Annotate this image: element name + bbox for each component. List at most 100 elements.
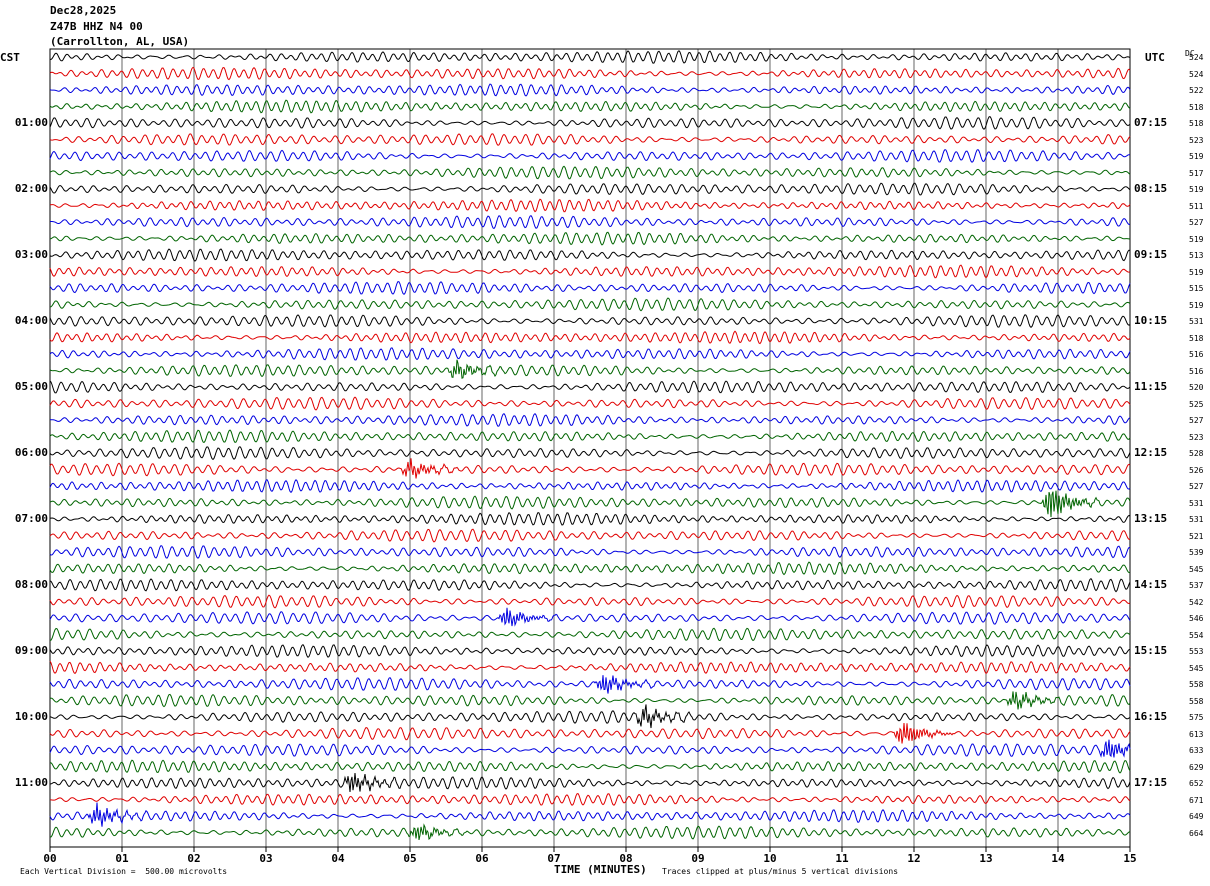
dc-offset-label: 537 bbox=[1189, 581, 1204, 590]
trace-row-26 bbox=[49, 458, 1131, 479]
right-hour-label: 10:15 bbox=[1134, 314, 1168, 327]
trace-row-18 bbox=[49, 330, 1131, 345]
trace-row-5 bbox=[49, 116, 1131, 130]
dc-offset-label: 542 bbox=[1189, 597, 1204, 607]
x-tick-label-09: 09 bbox=[691, 852, 705, 865]
trace-row-44 bbox=[49, 759, 1131, 774]
trace-row-21 bbox=[49, 380, 1131, 394]
trace-row-13 bbox=[49, 248, 1131, 262]
left-hour-label: 07:00 bbox=[14, 512, 48, 525]
dc-offset-label: 664 bbox=[1189, 828, 1204, 838]
dc-offset-label: 531 bbox=[1189, 317, 1204, 326]
trace-row-1 bbox=[49, 50, 1131, 64]
left-hour-label: 08:00 bbox=[14, 578, 48, 591]
left-timezone: CST bbox=[0, 51, 20, 64]
x-tick-label-11: 11 bbox=[835, 852, 849, 865]
trace-row-11 bbox=[49, 215, 1131, 230]
trace-row-27 bbox=[49, 479, 1131, 494]
x-tick-label-08: 08 bbox=[619, 852, 633, 865]
dc-offset-label: 516 bbox=[1189, 366, 1204, 376]
trace-row-36 bbox=[49, 627, 1131, 642]
left-hour-label: 10:00 bbox=[14, 710, 48, 723]
trace-row-4 bbox=[49, 99, 1131, 114]
right-hour-label: 07:15 bbox=[1134, 116, 1168, 129]
left-hour-label: 09:00 bbox=[14, 644, 48, 657]
left-hour-label: 04:00 bbox=[14, 314, 48, 327]
trace-row-42 bbox=[49, 722, 1131, 744]
dc-offset-label: 531 bbox=[1189, 515, 1204, 524]
x-tick-label-07: 07 bbox=[547, 852, 561, 865]
dc-offset-label: 519 bbox=[1189, 185, 1204, 194]
dc-offset-label: 519 bbox=[1189, 234, 1204, 244]
left-hour-label: 05:00 bbox=[14, 380, 48, 393]
trace-row-15 bbox=[49, 281, 1131, 295]
dc-offset-label: 519 bbox=[1189, 300, 1204, 310]
left-hour-label: 11:00 bbox=[14, 776, 48, 789]
dc-offset-label: 527 bbox=[1189, 416, 1204, 425]
trace-row-43 bbox=[49, 739, 1131, 758]
x-axis-title: TIME (MINUTES) bbox=[554, 863, 647, 876]
dc-offset-label: 526 bbox=[1189, 465, 1204, 475]
dc-offset-label: 554 bbox=[1189, 630, 1204, 640]
footer-scale: Each Vertical Division = 500.00 microvol… bbox=[20, 867, 228, 876]
trace-row-39 bbox=[49, 675, 1131, 694]
trace-row-25 bbox=[49, 446, 1131, 461]
dc-offset-label: 671 bbox=[1189, 795, 1204, 805]
trace-row-24 bbox=[49, 429, 1131, 444]
trace-row-33 bbox=[49, 578, 1131, 593]
header-station: Z47B HHZ N4 00 bbox=[50, 20, 143, 33]
dc-offset-label: 613 bbox=[1189, 729, 1204, 739]
trace-row-31 bbox=[49, 544, 1131, 559]
dc-offset-label: 545 bbox=[1189, 564, 1204, 574]
trace-row-46 bbox=[50, 793, 1131, 806]
dc-offset-label: 545 bbox=[1189, 663, 1204, 673]
dc-offset-label: 515 bbox=[1189, 284, 1204, 293]
trace-row-12 bbox=[49, 231, 1131, 246]
right-hour-label: 17:15 bbox=[1134, 776, 1168, 789]
trace-row-28 bbox=[49, 490, 1131, 518]
dc-offset-label: 523 bbox=[1189, 135, 1204, 145]
trace-row-6 bbox=[49, 133, 1131, 146]
dc-header: DC bbox=[1185, 49, 1195, 58]
x-tick-label-03: 03 bbox=[259, 852, 273, 865]
right-hour-label: 09:15 bbox=[1134, 248, 1168, 261]
x-tick-label-14: 14 bbox=[1051, 852, 1065, 865]
x-tick-label-06: 06 bbox=[475, 852, 489, 865]
footer-clip: Traces clipped at plus/minus 5 vertical … bbox=[662, 867, 899, 876]
dc-offset-label: 516 bbox=[1189, 350, 1204, 359]
right-hour-label: 12:15 bbox=[1134, 446, 1168, 459]
x-tick-label-10: 10 bbox=[763, 852, 777, 865]
dc-offset-label: 649 bbox=[1189, 812, 1204, 821]
trace-row-16 bbox=[49, 297, 1131, 312]
dc-offset-label: 531 bbox=[1189, 498, 1204, 508]
trace-row-23 bbox=[49, 413, 1131, 427]
x-tick-label-12: 12 bbox=[907, 852, 921, 865]
x-tick-label-15: 15 bbox=[1123, 852, 1137, 865]
right-hour-label: 15:15 bbox=[1134, 644, 1168, 657]
dc-offset-label: 527 bbox=[1189, 218, 1204, 227]
plot-frame bbox=[49, 48, 1131, 848]
left-hour-label: 02:00 bbox=[14, 182, 48, 195]
dc-offset-label: 519 bbox=[1189, 267, 1204, 277]
x-tick-label-13: 13 bbox=[979, 852, 993, 865]
dc-offset-label: 518 bbox=[1189, 333, 1204, 343]
right-hour-label: 16:15 bbox=[1134, 710, 1168, 723]
left-hour-label: 06:00 bbox=[14, 446, 48, 459]
header-date: Dec28,2025 bbox=[50, 4, 117, 17]
x-tick-label-04: 04 bbox=[331, 852, 345, 865]
trace-row-20 bbox=[49, 359, 1131, 379]
dc-offset-label: 517 bbox=[1189, 168, 1204, 178]
right-hour-label: 14:15 bbox=[1134, 578, 1168, 591]
dc-offset-label: 518 bbox=[1189, 119, 1204, 128]
header-location: (Carrollton, AL, USA) bbox=[50, 35, 190, 48]
trace-row-19 bbox=[49, 347, 1131, 361]
dc-offset-label: 524 bbox=[1189, 69, 1204, 79]
trace-row-8 bbox=[49, 165, 1131, 180]
trace-row-48 bbox=[49, 823, 1131, 841]
dc-offset-label: 575 bbox=[1189, 713, 1204, 722]
trace-row-40 bbox=[49, 691, 1131, 710]
dc-offset-label: 528 bbox=[1189, 449, 1204, 458]
dc-offset-label: 553 bbox=[1189, 647, 1204, 656]
trace-row-45 bbox=[49, 773, 1131, 792]
